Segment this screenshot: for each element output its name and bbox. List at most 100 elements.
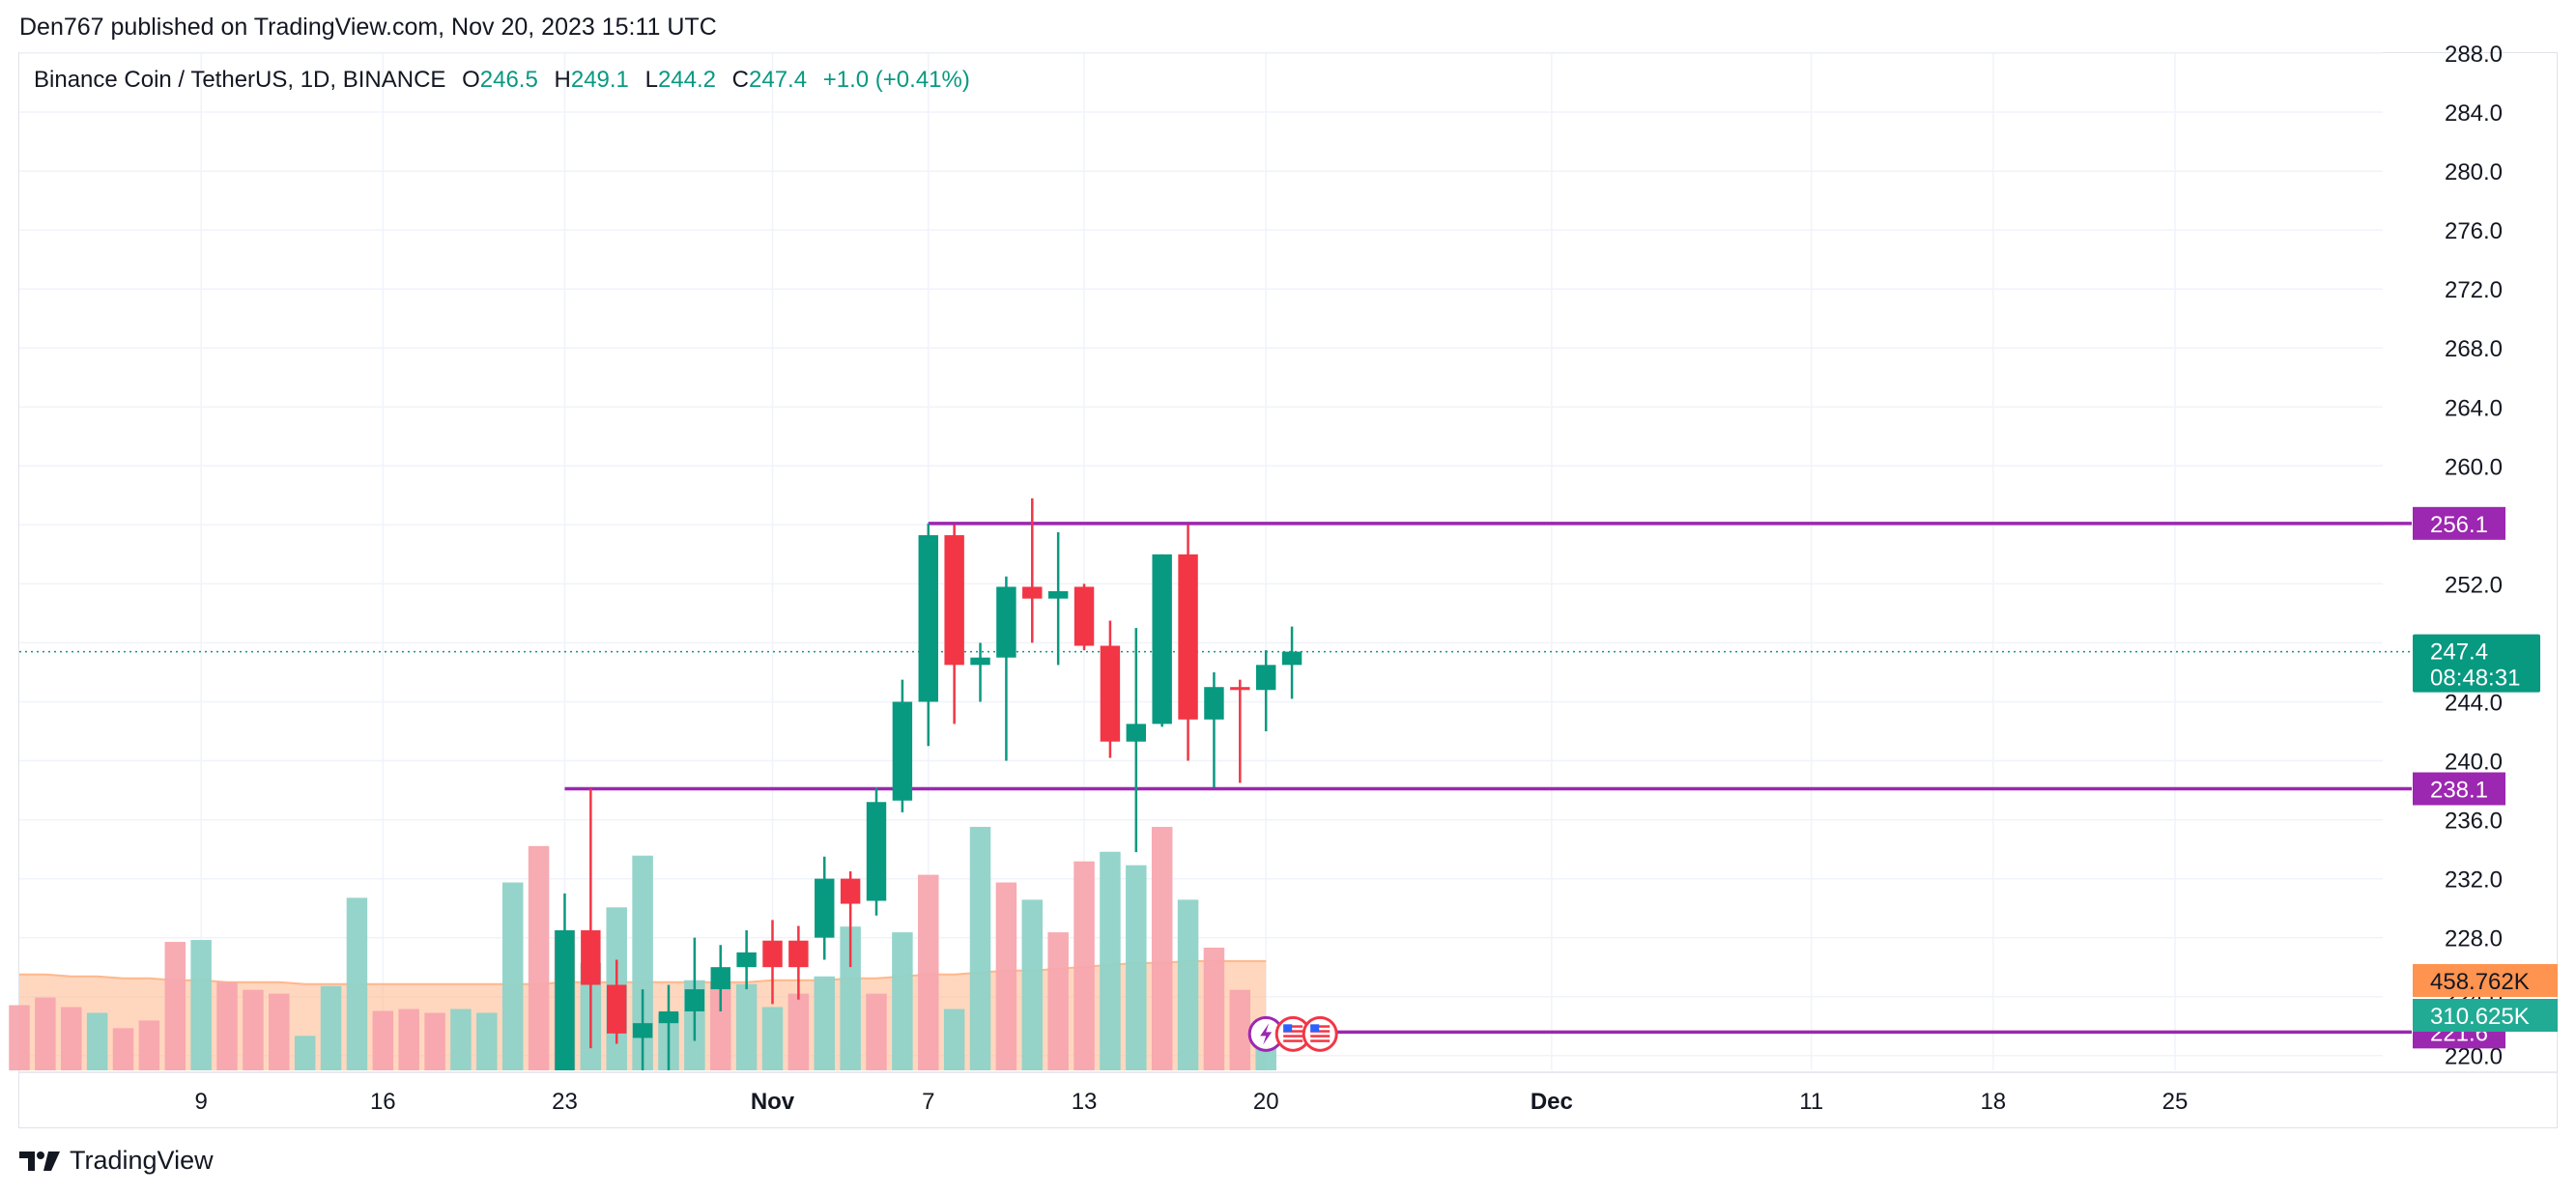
candle-body	[788, 940, 809, 968]
candle-body	[866, 802, 887, 901]
candle-body	[815, 878, 835, 938]
ohlc-legend: Binance Coin / TetherUS, 1D, BINANCE O24…	[34, 67, 970, 94]
candle-body	[892, 701, 913, 801]
tag-layer: 256.1238.1221.6247.408:48:31458.762K310.…	[2413, 506, 2558, 1049]
y-tick-label: 240.0	[2445, 750, 2503, 776]
level-tag: 256.1	[2430, 512, 2488, 538]
volume-tag-bg	[2413, 999, 2558, 1032]
volume-bar	[501, 882, 524, 1070]
volume-bar	[969, 826, 991, 1070]
x-tick-label: Dec	[1531, 1089, 1573, 1115]
legend-open-label: O	[462, 67, 480, 93]
volume-bar	[86, 1012, 108, 1070]
volume-bar	[735, 983, 758, 1070]
legend-symbol[interactable]: Binance Coin / TetherUS, 1D, BINANCE	[34, 67, 446, 93]
candle-body	[684, 989, 705, 1011]
y-tick-label: 268.0	[2445, 336, 2503, 362]
y-tick-label: 236.0	[2445, 809, 2503, 835]
volume-bar	[112, 1028, 134, 1070]
volume-bar	[9, 1005, 30, 1070]
y-tick-label: 252.0	[2445, 572, 2503, 598]
y-tick-label: 244.0	[2445, 690, 2503, 716]
candle-body	[840, 878, 861, 904]
flag-canton	[1283, 1024, 1293, 1033]
tradingview-logo-icon	[19, 1151, 60, 1171]
volume-bar	[450, 1009, 472, 1070]
legend-high-label: H	[554, 67, 571, 93]
volume-bar	[190, 940, 212, 1070]
candle-body	[1073, 586, 1095, 646]
candle-body	[944, 535, 964, 666]
x-tick-label: 7	[922, 1089, 934, 1115]
candle-layer	[555, 498, 1302, 1070]
volume-bar	[943, 1009, 965, 1070]
grid-layer	[19, 52, 2383, 1070]
flag-stripe	[1283, 1025, 1303, 1028]
volume-bar	[35, 997, 56, 1070]
legend-close-value: 247.4	[749, 67, 808, 93]
x-tick-label: 25	[2162, 1089, 2189, 1115]
x-tick-label: Nov	[751, 1089, 795, 1115]
x-tick-label: 13	[1072, 1089, 1098, 1115]
volume-bar	[840, 926, 861, 1070]
volume-bar	[787, 993, 810, 1070]
legend-change: +1.0 (+0.41%)	[822, 67, 970, 93]
brand-name: TradingView	[70, 1146, 214, 1175]
tradingview-brand[interactable]: TradingView	[19, 1146, 214, 1176]
level-tag-bg	[2413, 772, 2505, 806]
volume-ma-tag-bg	[2413, 964, 2558, 997]
volume-bar	[761, 1007, 784, 1070]
candle-body	[1255, 665, 1276, 691]
flash-icon-glyph	[1260, 1023, 1273, 1045]
candle-body	[1204, 687, 1224, 720]
level-tag-bg	[2413, 506, 2505, 540]
publisher-line: Den767 published on TradingView.com, Nov…	[19, 14, 717, 41]
volume-bar	[918, 874, 939, 1070]
legend-low-label: L	[644, 67, 658, 93]
y-tick-label: 280.0	[2445, 159, 2503, 185]
flag-stripe	[1310, 1030, 1331, 1033]
x-tick-label: 23	[552, 1089, 578, 1115]
candle-body	[1126, 724, 1147, 742]
flag-stripe	[1310, 1035, 1331, 1038]
last-price-tag: 247.4	[2430, 640, 2488, 666]
volume-bar	[866, 993, 887, 1070]
y-tick-label: 284.0	[2445, 100, 2503, 127]
candle-body	[970, 657, 990, 666]
volume-bar	[346, 897, 368, 1070]
volume-tag: 310.625K	[2430, 1004, 2530, 1030]
y-tick-label: 228.0	[2445, 926, 2503, 952]
level-layer	[19, 522, 2412, 1035]
legend-open-value: 246.5	[479, 67, 538, 93]
volume-bar	[1203, 947, 1225, 1070]
volume-bar	[424, 1012, 445, 1070]
y-tick-label: 288.0	[2445, 42, 2503, 68]
flag-stripe	[1310, 1025, 1331, 1028]
legend-low-value: 244.2	[657, 67, 716, 93]
volume-bar	[1021, 899, 1044, 1070]
volume-bar	[632, 855, 653, 1070]
candle-body	[710, 967, 730, 990]
volume-bar	[61, 1007, 82, 1070]
candle-body	[1022, 586, 1043, 599]
x-tick-label: 20	[1253, 1089, 1279, 1115]
y-tick-label: 276.0	[2445, 218, 2503, 244]
flag-canton	[1310, 1024, 1320, 1033]
candle-body	[607, 984, 627, 1034]
volume-bar	[528, 845, 550, 1070]
x-tick-label: 16	[370, 1089, 396, 1115]
volume-bar	[216, 981, 238, 1070]
volume-ma-tag: 458.762K	[2430, 969, 2530, 995]
candle-body	[1152, 554, 1172, 725]
y-tick-label: 272.0	[2445, 277, 2503, 303]
volume-bar	[814, 976, 836, 1070]
volume-bar	[164, 942, 186, 1070]
level-tag: 238.1	[2430, 778, 2488, 804]
legend-close-label: C	[731, 67, 750, 93]
x-tick-label: 9	[194, 1089, 207, 1115]
last-price-tag-bg	[2413, 634, 2540, 693]
event-marker-us-flag-icon	[1302, 1015, 1338, 1052]
y-tick-label: 260.0	[2445, 454, 2503, 480]
candle-body	[1230, 687, 1250, 691]
